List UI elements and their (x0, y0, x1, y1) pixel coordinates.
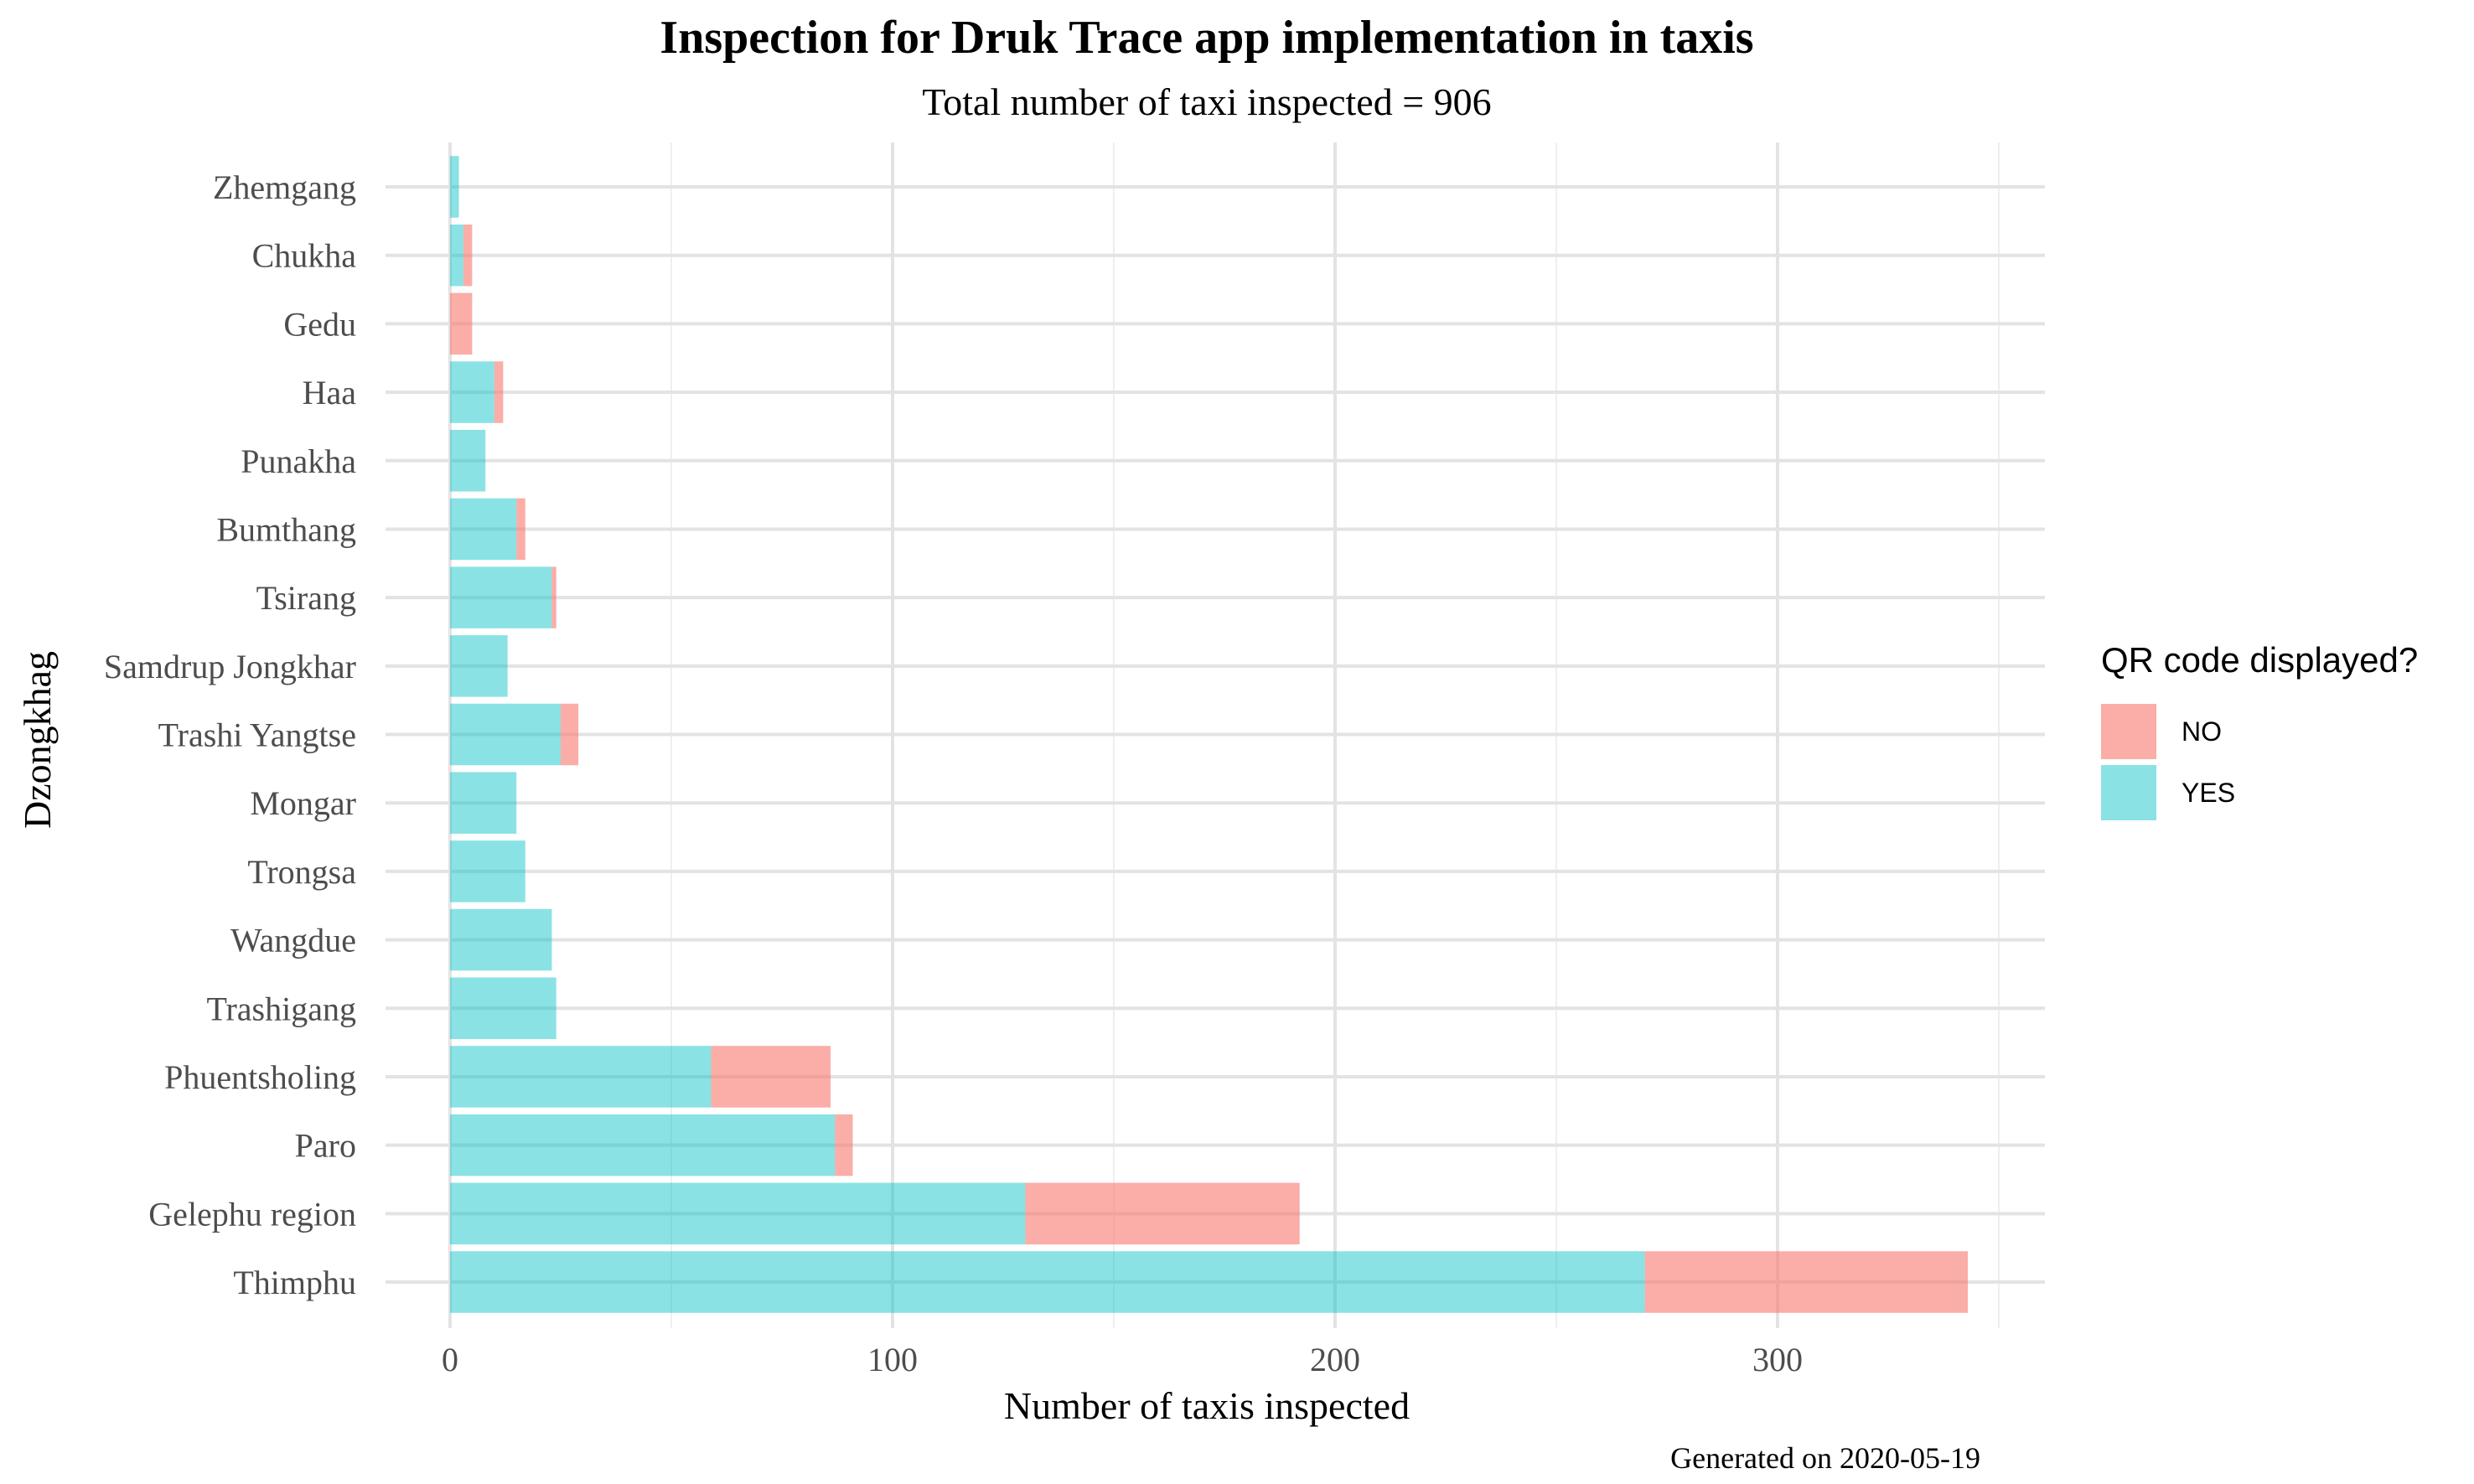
bar-yes (450, 429, 486, 492)
y-axis-ticks: Zhemgang Chukha Gedu Haa Punakha Bumthang Tsir… (104, 168, 356, 1301)
bars (450, 156, 1969, 1313)
bar-yes (450, 1182, 1026, 1245)
bar-yes (450, 1251, 1645, 1313)
bar-no (450, 292, 473, 355)
chart-title: Inspection for Druk Trace app implementa… (660, 12, 1753, 64)
bar-yes (450, 635, 508, 697)
x-tick-label: 0 (442, 1341, 458, 1378)
y-tick-label: Zhemgang (213, 168, 356, 206)
bar-no (551, 566, 556, 628)
bar-yes (450, 703, 561, 766)
y-tick-label: Gelephu region (148, 1195, 356, 1233)
bar-yes (450, 224, 463, 287)
x-axis-ticks: 0 100 200 300 (442, 1341, 1803, 1378)
legend: QR code displayed? NO YES (2101, 640, 2418, 820)
bar-no (463, 224, 473, 287)
y-tick-label: Trongsa (247, 853, 356, 891)
x-tick-label: 100 (867, 1341, 918, 1378)
x-axis-title: Number of taxis inspected (1004, 1384, 1410, 1427)
y-tick-label: Thimphu (233, 1264, 356, 1301)
bar-yes (450, 908, 552, 971)
bar-yes (450, 1046, 712, 1108)
y-tick-label: Chukha (252, 237, 357, 275)
bar-no (711, 1046, 831, 1108)
legend-label-yes: YES (2182, 778, 2235, 808)
caption: Generated on 2020-05-19 (1670, 1441, 1980, 1475)
legend-key-no (2101, 704, 2156, 759)
x-tick-label: 300 (1752, 1341, 1803, 1378)
y-tick-label: Gedu (283, 305, 356, 343)
bar-no (1644, 1251, 1969, 1313)
bar-yes (450, 361, 494, 423)
y-tick-label: Punakha (241, 442, 356, 480)
bar-yes (450, 772, 517, 834)
bar-yes (450, 498, 517, 561)
y-tick-label: Bumthang (216, 510, 356, 548)
x-tick-label: 200 (1310, 1341, 1360, 1378)
y-tick-label: Tsirang (256, 579, 356, 617)
bar-yes (450, 977, 556, 1040)
y-tick-label: Samdrup Jongkhar (104, 648, 356, 685)
bar-no (494, 361, 504, 423)
bar-no (516, 498, 525, 561)
bar-yes (450, 156, 459, 218)
bar-no (1025, 1182, 1300, 1245)
legend-key-yes (2101, 765, 2156, 820)
y-tick-label: Paro (295, 1127, 356, 1165)
legend-label-no: NO (2182, 716, 2222, 747)
legend-title: QR code displayed? (2101, 640, 2418, 680)
bar-no (835, 1114, 853, 1176)
bar-yes (450, 566, 552, 628)
bar-yes (450, 840, 525, 902)
bar-yes (450, 1114, 836, 1176)
y-tick-label: Wangdue (230, 922, 356, 959)
y-axis-title: Dzongkhag (16, 651, 59, 829)
bar-no (561, 703, 579, 766)
y-tick-label: Haa (303, 374, 357, 411)
y-tick-label: Trashi Yangtse (158, 716, 356, 754)
y-tick-label: Mongar (250, 784, 356, 822)
y-tick-label: Phuentsholing (164, 1058, 356, 1096)
y-tick-label: Trashigang (206, 990, 356, 1027)
chart-subtitle: Total number of taxi inspected = 906 (922, 80, 1491, 123)
major-gridlines (386, 142, 2045, 1328)
